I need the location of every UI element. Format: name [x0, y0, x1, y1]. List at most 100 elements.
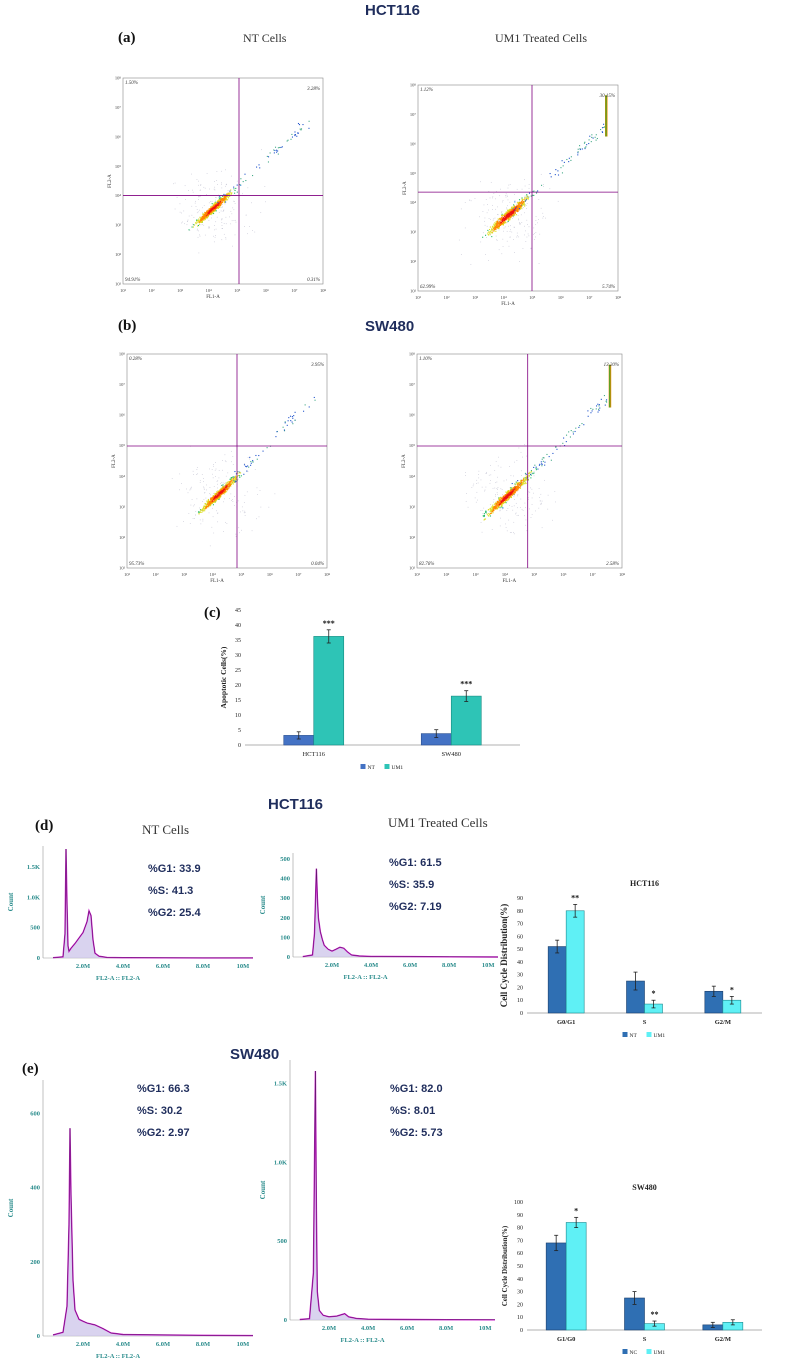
y-tick-label: 1.5K — [27, 864, 40, 871]
x-tick-label: 8.0M — [196, 963, 210, 970]
x-axis-label: FL1-A — [501, 302, 515, 307]
caption-nt-cells-d: NT Cells — [142, 822, 190, 837]
x-tick-label: 10⁶ — [560, 572, 567, 577]
quadrant-ll-label: 62.99% — [420, 285, 435, 290]
x-tick-label: 2.0M — [76, 963, 90, 970]
x-tick-label: S — [643, 1336, 647, 1343]
y-tick-label: 300 — [280, 895, 290, 902]
x-tick-label: 10¹ — [120, 288, 127, 293]
scatter-points — [458, 123, 606, 265]
y-tick-label: 10⁴ — [409, 474, 416, 479]
y-tick-label: 10⁷ — [409, 382, 416, 387]
legend-label: NT — [368, 765, 376, 770]
x-tick-label: 8.0M — [442, 962, 456, 969]
title-sw480-cell-cycle: SW480 — [230, 1046, 280, 1063]
plot-frame — [122, 77, 324, 285]
y-tick-label: 30 — [517, 1290, 523, 1296]
chart-cell-cycle-hct116: HCT116 0 10 20 30 40 50 60 70 80 90 Cell Cycle Dist… — [499, 879, 762, 1039]
y-tick-label: 45 — [235, 608, 241, 614]
y-axis-label: Count — [259, 1180, 267, 1199]
x-tick-label: 10¹ — [415, 295, 422, 300]
y-axis-label: Cell Cycle Distribution(%) — [501, 1225, 509, 1306]
y-tick-label: 30 — [235, 653, 241, 659]
y-tick-label: 10⁸ — [409, 352, 416, 357]
x-tick-label: 10⁵ — [234, 288, 241, 293]
stats-sw480-um1: %G1: 82.0 %S: 8.01 %G2: 5.73 — [390, 1078, 443, 1144]
title-hct116-cell-cycle: HCT116 — [268, 796, 324, 813]
y-tick-label: 70 — [517, 1238, 523, 1244]
y-tick-label: 50 — [517, 1264, 523, 1270]
x-tick-label: 10⁵ — [238, 572, 245, 577]
x-axis-label: FL1-A — [502, 579, 516, 584]
y-tick-label: 90 — [517, 896, 523, 902]
legend-swatch — [622, 1032, 628, 1037]
y-tick-label: 60 — [517, 1251, 523, 1257]
x-tick-label: 10⁴ — [206, 288, 213, 293]
y-tick-label: 10⁶ — [409, 413, 416, 418]
y-tick-label: 10¹ — [115, 282, 122, 287]
y-tick-label: 1.0K — [274, 1159, 287, 1166]
x-tick-label: 4.0M — [116, 963, 130, 970]
y-tick-label: 10⁸ — [115, 76, 122, 81]
legend-label: UM1 — [392, 765, 404, 770]
y-tick-label: 80 — [517, 1226, 523, 1232]
x-tick-label: SW480 — [442, 751, 462, 758]
caption-um1-cells-d: UM1 Treated Cells — [388, 815, 488, 830]
stat-g1: %G1: 33.9 — [148, 863, 201, 875]
x-tick-label: 10² — [444, 295, 451, 300]
y-tick-label: 15 — [235, 698, 241, 704]
y-tick-label: 10⁴ — [410, 200, 417, 205]
y-tick-label: 10³ — [115, 223, 122, 228]
x-tick-label: 10⁵ — [529, 295, 536, 300]
y-tick-label: 10⁸ — [119, 352, 126, 357]
y-tick-label: 10¹ — [410, 289, 417, 294]
x-axis-label: FL2-A :: FL2-A — [340, 1337, 384, 1344]
x-tick-label: 6.0M — [403, 962, 417, 969]
quadrant-ll-label: 95.73% — [129, 562, 144, 567]
y-tick-label: 10⁴ — [119, 474, 126, 479]
y-tick-label: 10⁶ — [115, 134, 122, 139]
stats-hct116-nt: %G1: 33.9 %S: 41.3 %G2: 25.4 — [148, 858, 201, 924]
y-tick-label: 500 — [277, 1238, 287, 1245]
title-hct116-apoptosis: HCT116 — [365, 2, 421, 19]
scatter-points — [173, 120, 310, 254]
x-axis-label: FL2-A :: FL2-A — [343, 974, 387, 981]
y-tick-label: 10⁵ — [409, 443, 416, 448]
legend-label: NC — [630, 1350, 638, 1356]
x-tick-label: 8.0M — [196, 1341, 210, 1348]
y-tick-label: 10¹ — [119, 566, 126, 571]
y-tick-label: 10³ — [410, 230, 417, 235]
histogram-hct116-um1: 0 100 200 300 400 500 2.0M 4.0M 6.0M 8.0M 10M FL2-A… — [259, 853, 499, 981]
y-axis-label: Count — [259, 895, 267, 914]
y-tick-label: 400 — [30, 1185, 40, 1192]
legend-swatch — [646, 1032, 652, 1037]
x-tick-label: S — [643, 1019, 647, 1026]
x-tick-label: G1/G0 — [557, 1336, 575, 1343]
saturation-spike-core — [605, 95, 607, 137]
y-tick-label: 10⁵ — [119, 443, 126, 448]
x-tick-label: 10³ — [181, 572, 188, 577]
quadrant-ur-label: 3.95% — [311, 363, 324, 368]
plot-frame — [126, 353, 328, 569]
x-tick-label: 6.0M — [156, 963, 170, 970]
x-tick-label: 10⁸ — [619, 572, 626, 577]
chart-title: HCT116 — [630, 879, 659, 888]
x-tick-label: 2.0M — [76, 1341, 90, 1348]
y-axis-label: FL2-A — [112, 454, 117, 468]
x-tick-label: 10⁸ — [320, 288, 327, 293]
legend-label: UM1 — [654, 1350, 666, 1356]
stat-s: %S: 30.2 — [137, 1105, 183, 1117]
x-tick-label: 10⁷ — [291, 288, 298, 293]
quadrant-ur-label: 3.28% — [307, 87, 320, 92]
quadrant-ll-label: 94.91% — [125, 278, 140, 283]
quadrant-ul-label: 1.12% — [420, 88, 433, 93]
legend-swatch — [384, 764, 390, 769]
quadrant-ll-label: 82.76% — [419, 562, 434, 567]
y-tick-label: 10⁷ — [119, 382, 126, 387]
y-tick-label: 0 — [238, 743, 241, 749]
panel-label-e: (e) — [22, 1061, 39, 1077]
quadrant-ul-label: 1.10% — [419, 357, 432, 362]
